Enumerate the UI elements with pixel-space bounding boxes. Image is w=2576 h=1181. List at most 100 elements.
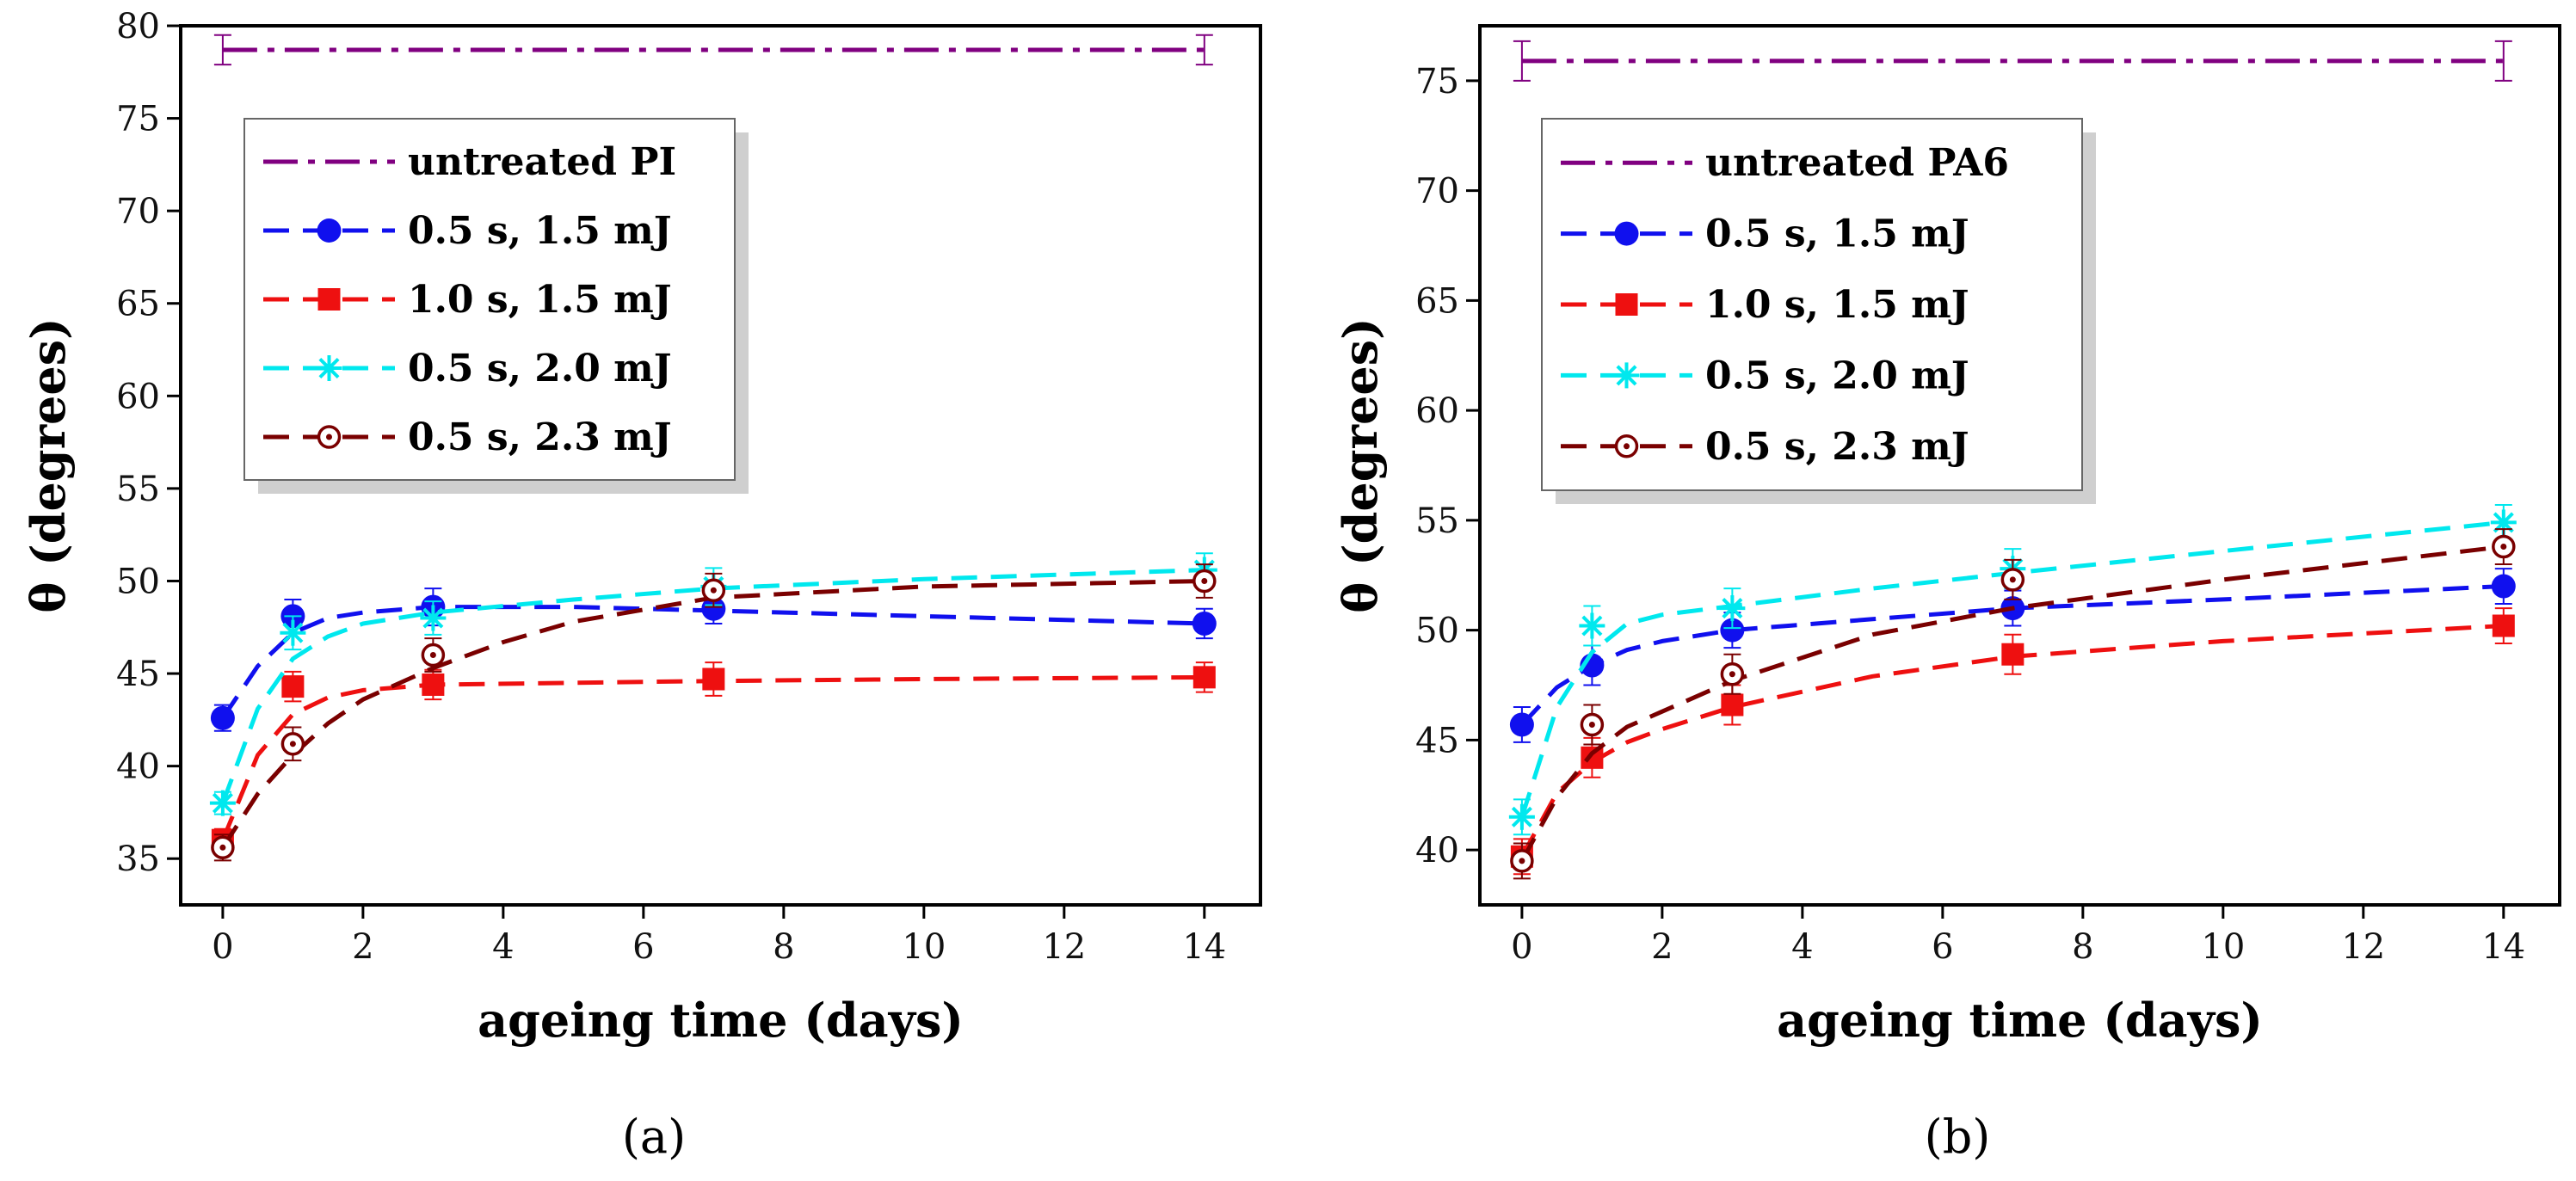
x-tick-label: 0 bbox=[212, 927, 233, 967]
data-point-shape bbox=[1192, 611, 1217, 636]
data-point bbox=[1720, 661, 1745, 686]
y-tick-label: 40 bbox=[1415, 831, 1459, 870]
data-point bbox=[421, 643, 446, 667]
legend-label: 0.5 s, 2.3 mJ bbox=[408, 415, 672, 459]
data-point bbox=[1508, 803, 1535, 830]
y-tick-label: 75 bbox=[1415, 62, 1459, 101]
x-tick-label: 8 bbox=[2072, 927, 2093, 967]
plot-frame bbox=[179, 24, 1262, 907]
data-point bbox=[701, 596, 726, 621]
legend-swatch-marker-shape bbox=[1614, 221, 1639, 246]
data-point-shape bbox=[1720, 618, 1745, 643]
data-point-dot bbox=[1729, 671, 1735, 678]
legend-label: 0.5 s, 1.5 mJ bbox=[1705, 212, 1969, 256]
data-point bbox=[1721, 693, 1744, 717]
y-tick-label: 45 bbox=[1415, 721, 1459, 760]
data-point-dot bbox=[1201, 577, 1208, 584]
data-point bbox=[1720, 618, 1745, 643]
data-point-dot bbox=[1588, 721, 1595, 728]
data-point bbox=[1192, 666, 1216, 689]
x-axis-title: ageing time (days) bbox=[478, 993, 964, 1048]
panel-a: 0 2 4 6 8 10 12 14 35 40 45 50 55 60 65 70 75 80 ageing ti… bbox=[21, 7, 1262, 1164]
x-tick-label: 10 bbox=[2201, 927, 2245, 967]
y-tick-label: 60 bbox=[1415, 391, 1459, 431]
data-point-dot bbox=[1519, 858, 1525, 864]
y-tick-label: 70 bbox=[116, 192, 160, 231]
legend-swatch-marker bbox=[317, 218, 342, 243]
data-point bbox=[281, 675, 305, 698]
legend-label: 0.5 s, 2.0 mJ bbox=[1705, 354, 1969, 397]
data-point-shape bbox=[281, 675, 305, 698]
data-point-dot bbox=[429, 652, 436, 659]
legend: untreated PI 0.5 s, 1.5 mJ 1.0 s, 1.5 mJ 0.… bbox=[243, 118, 749, 494]
data-point-shape bbox=[2492, 614, 2515, 637]
x-tick-label: 2 bbox=[1651, 927, 1673, 967]
legend-swatch-marker-dot bbox=[1624, 443, 1630, 450]
y-tick-label: 70 bbox=[1415, 172, 1459, 212]
data-point-stroke bbox=[282, 622, 304, 643]
y-tick-label: 35 bbox=[116, 840, 160, 879]
y-axis-title: θ (degrees) bbox=[21, 317, 76, 612]
data-point bbox=[1192, 611, 1217, 636]
data-point bbox=[1510, 849, 1534, 873]
series-4 bbox=[211, 563, 1217, 862]
legend-swatch-marker-stroke bbox=[318, 357, 340, 379]
legend-swatch-marker bbox=[1613, 362, 1640, 389]
data-point bbox=[1719, 595, 1746, 622]
x-tick-label: 6 bbox=[1932, 927, 1953, 967]
data-point-stroke bbox=[422, 607, 444, 629]
x-tick-label: 10 bbox=[902, 927, 946, 967]
data-point bbox=[209, 790, 236, 816]
data-point bbox=[1192, 569, 1217, 594]
data-point bbox=[1579, 612, 1605, 639]
data-point-shape bbox=[702, 667, 725, 691]
panel-b: 0 2 4 6 8 10 12 14 40 45 50 55 60 65 70 75 ageing time (… bbox=[1333, 24, 2561, 1164]
plot-frame bbox=[1478, 24, 2561, 907]
data-point-stroke bbox=[1511, 806, 1532, 827]
legend-label: 0.5 s, 1.5 mJ bbox=[408, 209, 672, 253]
data-point bbox=[422, 673, 445, 696]
data-point-stroke bbox=[1581, 615, 1603, 637]
data-point-dot bbox=[2500, 544, 2507, 551]
data-point bbox=[280, 619, 306, 646]
y-tick-label: 50 bbox=[116, 562, 160, 601]
data-point bbox=[2000, 568, 2025, 592]
legend-swatch-marker-shape bbox=[317, 218, 342, 243]
data-point-stroke bbox=[212, 792, 233, 814]
legend-swatch-marker bbox=[1614, 434, 1639, 458]
legend: untreated PA6 0.5 s, 1.5 mJ 1.0 s, 1.5 mJ 0… bbox=[1541, 118, 2096, 504]
series-fit-line bbox=[220, 605, 1205, 720]
data-point-dot bbox=[710, 587, 717, 594]
legend-label: 1.0 s, 1.5 mJ bbox=[408, 278, 672, 322]
x-tick-label: 4 bbox=[1791, 927, 1813, 967]
data-point-shape bbox=[2001, 643, 2024, 666]
series-fit-line bbox=[1519, 520, 2505, 818]
data-point-shape bbox=[1721, 693, 1744, 717]
data-point-dot bbox=[2009, 576, 2016, 583]
data-point bbox=[420, 605, 447, 631]
data-point-dot bbox=[289, 741, 296, 747]
series-fit-line bbox=[1519, 544, 2505, 863]
x-tick-label: 2 bbox=[352, 927, 373, 967]
y-tick-label: 80 bbox=[116, 7, 160, 46]
y-axis-title: θ (degrees) bbox=[1333, 317, 1388, 612]
y-tick-label: 45 bbox=[116, 655, 160, 694]
legend-label: 1.0 s, 1.5 mJ bbox=[1705, 283, 1969, 327]
series-1 bbox=[210, 587, 1217, 732]
data-point-dot bbox=[219, 844, 226, 851]
data-point bbox=[2492, 614, 2515, 637]
y-tick-label: 55 bbox=[116, 470, 160, 509]
legend-swatch-marker-shape bbox=[317, 288, 341, 311]
series-fit-line bbox=[220, 568, 1205, 804]
data-point bbox=[701, 578, 726, 602]
legend-swatch-marker bbox=[1615, 293, 1638, 316]
y-tick-label: 60 bbox=[116, 377, 160, 416]
x-tick-label: 4 bbox=[492, 927, 514, 967]
legend-swatch-marker-dot bbox=[326, 434, 332, 440]
data-point bbox=[1580, 712, 1605, 737]
legend-swatch-marker bbox=[316, 355, 342, 381]
series-fit-line bbox=[220, 674, 1205, 841]
panel-label: (a) bbox=[622, 1110, 686, 1164]
data-point bbox=[280, 732, 305, 756]
